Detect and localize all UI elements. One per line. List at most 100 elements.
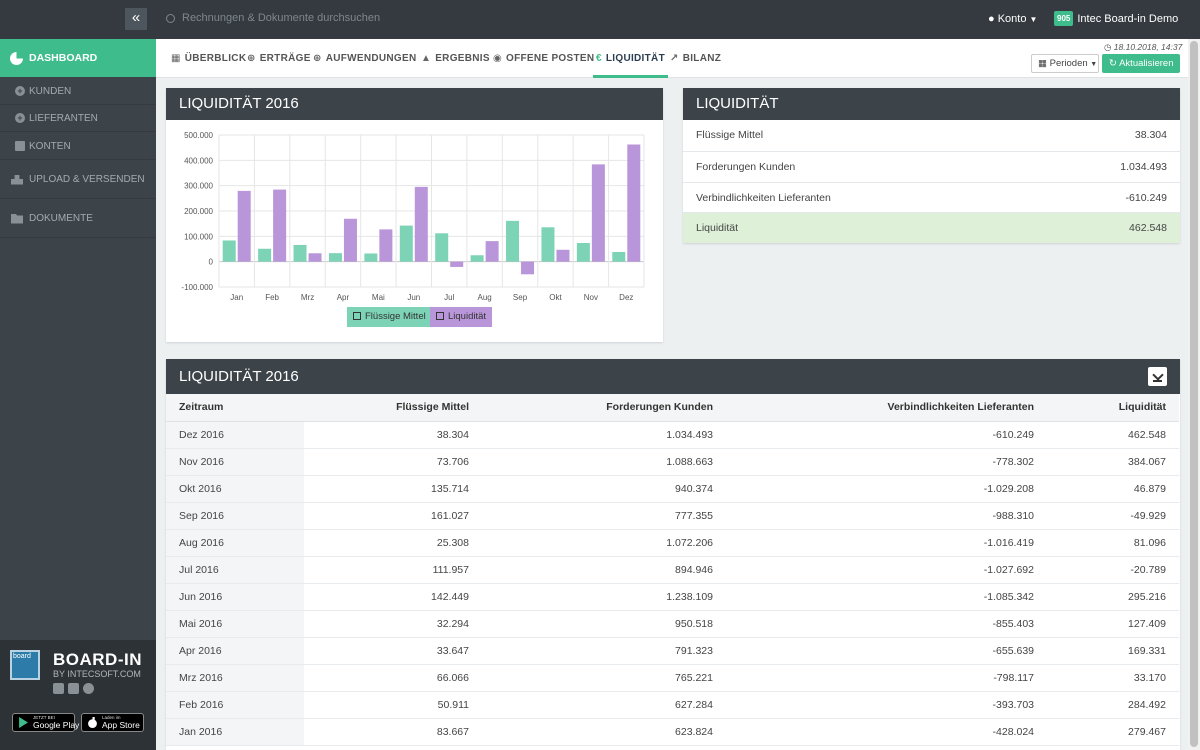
- y-tick-label: 100.000: [184, 232, 213, 241]
- sidebar-item-label: LIEFERANTEN: [29, 112, 98, 124]
- facebook-icon[interactable]: [53, 683, 64, 694]
- sidebar-item-lieferanten[interactable]: + LIEFERANTEN: [0, 105, 156, 132]
- summary-panel: LIQUIDITÄT Flüssige Mittel 38.304 Forderu…: [683, 88, 1180, 243]
- table-row: Jul 2016 111.957 894.946 -1.027.692 -20.789: [166, 556, 1179, 584]
- bar-fluessige-mittel: [576, 242, 590, 262]
- tab-ertraege[interactable]: ⊕ ERTRÄGE: [247, 53, 311, 64]
- table-cell: 1.034.493: [469, 421, 713, 449]
- bar-fluessige-mittel: [541, 227, 555, 262]
- x-tick-label: Apr: [337, 293, 350, 302]
- table-cell: -20.789: [1034, 556, 1179, 584]
- bar-liquiditaet: [627, 144, 641, 262]
- tab-liquiditaet[interactable]: € LIQUIDITÄT: [593, 39, 668, 78]
- bar-liquiditaet: [521, 261, 535, 275]
- table-cell: Sep 2016: [166, 502, 304, 530]
- bar-liquiditaet: [450, 261, 464, 267]
- grid-icon: ▦: [171, 53, 181, 64]
- table-cell: Mrz 2016: [166, 664, 304, 692]
- collapse-sidebar-button[interactable]: «: [125, 8, 147, 30]
- table-cell: 66.066: [304, 664, 469, 692]
- sidebar-item-label: DASHBOARD: [29, 52, 98, 64]
- company-name: Intec Board-in Demo: [1077, 12, 1179, 25]
- table-cell: -988.310: [713, 502, 1034, 530]
- company-selector[interactable]: 905 Intec Board-in Demo: [1054, 11, 1178, 26]
- x-tick-label: Mrz: [301, 293, 314, 302]
- bar-fluessige-mittel: [364, 253, 378, 262]
- col-header[interactable]: Verbindlichkeiten Lieferanten: [713, 394, 1034, 422]
- table-panel: LIQUIDITÄT 2016 Zeitraum Flüssige Mittel…: [166, 359, 1180, 750]
- legend-fluessige-mittel[interactable]: Flüssige Mittel: [347, 307, 432, 327]
- sidebar-item-label: UPLOAD & VERSENDEN: [29, 174, 145, 185]
- aktualisieren-button[interactable]: ↻ Aktualisieren: [1102, 54, 1180, 73]
- account-dropdown[interactable]: ● Konto ▼: [988, 13, 1038, 25]
- table-cell: -655.639: [713, 637, 1034, 665]
- download-icon[interactable]: [1148, 367, 1167, 386]
- table-cell: 765.221: [469, 664, 713, 692]
- globe-icon[interactable]: [83, 683, 94, 694]
- x-tick-label: Dez: [619, 293, 633, 302]
- col-header[interactable]: Flüssige Mittel: [304, 394, 469, 422]
- table-panel-title: LIQUIDITÄT 2016: [166, 359, 1180, 394]
- scrollbar-thumb[interactable]: [1190, 41, 1198, 747]
- social-links: [53, 683, 94, 694]
- table-row: Jan 2016 83.667 623.824 -428.024 279.467: [166, 718, 1179, 746]
- summary-row: Verbindlichkeiten Lieferanten -610.249: [683, 182, 1180, 213]
- table-cell: 33.647: [304, 637, 469, 665]
- bar-liquiditaet: [308, 253, 322, 262]
- sidebar-item-label: KUNDEN: [29, 85, 72, 97]
- summary-panel-title: LIQUIDITÄT: [683, 88, 1180, 120]
- table-cell: 279.467: [1034, 718, 1179, 746]
- company-badge: 905: [1054, 11, 1074, 26]
- sidebar: « DASHBOARD + KUNDEN + LIEFERANTEN KONTE…: [0, 0, 156, 750]
- sidebar-item-label: DOKUMENTE: [29, 213, 93, 224]
- sidebar-item-label: KONTEN: [29, 140, 71, 152]
- table-cell: 1.072.206: [469, 529, 713, 557]
- table-cell: Okt 2016: [166, 475, 304, 503]
- area-chart-icon: ▲: [421, 53, 432, 64]
- tab-bilanz[interactable]: ↗ BILANZ: [670, 53, 722, 64]
- y-tick-label: -100.000: [181, 283, 213, 292]
- sidebar-item-konten[interactable]: KONTEN: [0, 133, 156, 160]
- col-header[interactable]: Zeitraum: [166, 394, 304, 422]
- linkedin-icon[interactable]: [68, 683, 79, 694]
- bar-liquiditaet: [237, 190, 251, 262]
- bar-fluessige-mittel: [470, 255, 484, 262]
- table-header-row: Zeitraum Flüssige Mittel Forderungen Kun…: [166, 394, 1179, 422]
- table-cell: 1.238.109: [469, 583, 713, 611]
- table-cell: 295.216: [1034, 583, 1179, 611]
- bar-fluessige-mittel: [222, 240, 236, 262]
- google-play-badge[interactable]: JETZT BEI Google Play: [12, 713, 79, 732]
- table-cell: 83.667: [304, 718, 469, 746]
- tab-ueberblick[interactable]: ▦ ÜBERBLICK: [171, 53, 247, 64]
- sidebar-header: «: [0, 0, 156, 39]
- chart-panel: LIQUIDITÄT 2016 500.000 400.000 300.000 200…: [166, 88, 663, 342]
- summary-row: Flüssige Mittel 38.304: [696, 129, 1167, 141]
- sidebar-item-kunden[interactable]: + KUNDEN: [0, 78, 156, 105]
- table-cell: -1.085.342: [713, 583, 1034, 611]
- y-tick-label: 500.000: [184, 131, 213, 140]
- perioden-dropdown[interactable]: ▦ Perioden ▼: [1031, 54, 1099, 73]
- table-cell: 284.492: [1034, 691, 1179, 719]
- table-row: Sep 2016 161.027 777.355 -988.310 -49.929: [166, 502, 1179, 530]
- col-header[interactable]: Forderungen Kunden: [469, 394, 713, 422]
- table-cell: Nov 2016: [166, 448, 304, 476]
- sidebar-item-dokumente[interactable]: DOKUMENTE: [0, 200, 156, 238]
- col-header[interactable]: Liquidität: [1034, 394, 1179, 422]
- table-cell: 33.170: [1034, 664, 1179, 692]
- tab-aufwendungen[interactable]: ⊕ AUFWENDUNGEN: [313, 53, 417, 64]
- x-tick-label: Aug: [478, 293, 492, 302]
- tab-ergebnis[interactable]: ▲ ERGEBNIS: [421, 53, 490, 64]
- search-input[interactable]: Rechnungen & Dokumente durchsuchen: [166, 12, 380, 24]
- table-cell: -610.249: [713, 421, 1034, 449]
- sidebar-item-dashboard[interactable]: DASHBOARD: [0, 39, 156, 77]
- app-store-badge[interactable]: Laden im App Store: [81, 713, 144, 732]
- table-cell: -855.403: [713, 610, 1034, 638]
- bar-liquiditaet: [379, 229, 393, 262]
- legend-liquiditaet[interactable]: Liquidität: [430, 307, 493, 327]
- calendar-icon: ▦: [1038, 58, 1047, 69]
- sidebar-item-upload[interactable]: UPLOAD & VERSENDEN: [0, 161, 156, 199]
- liquiditaet-table: Zeitraum Flüssige Mittel Forderungen Kun…: [166, 394, 1179, 746]
- bar-liquiditaet: [556, 249, 570, 262]
- tab-offene-posten[interactable]: ◉ OFFENE POSTEN: [493, 53, 595, 64]
- summary-row: Forderungen Kunden 1.034.493: [683, 151, 1180, 182]
